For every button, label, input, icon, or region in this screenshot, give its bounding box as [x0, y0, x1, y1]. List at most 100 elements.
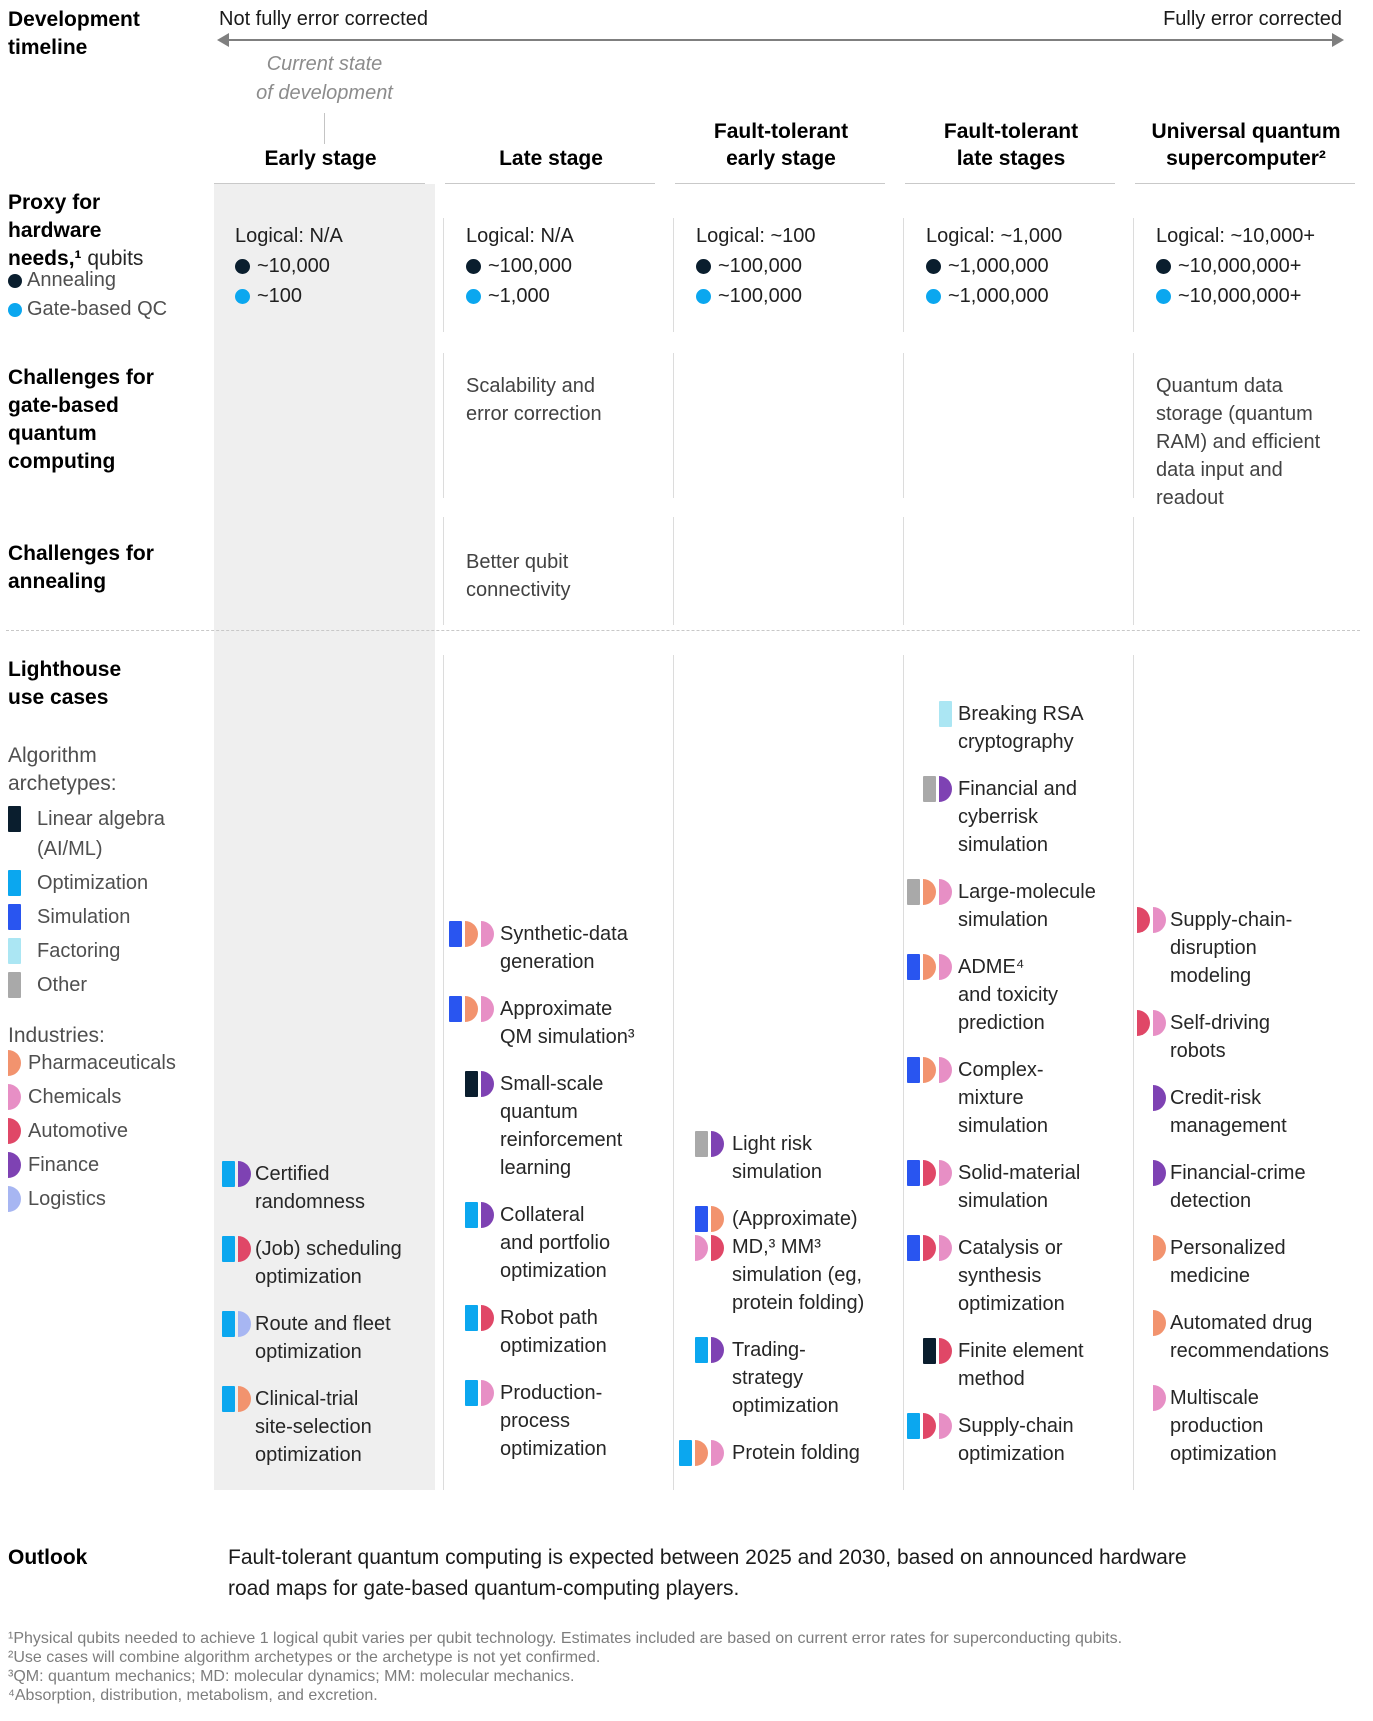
marker-row	[907, 1160, 952, 1186]
use-case-text: Multiscale production optimization	[1170, 1387, 1277, 1465]
gate-based-dot-icon	[8, 302, 22, 317]
row-label-outlook: Outlook	[8, 1546, 88, 1569]
use-case: Self-driving robots	[1135, 1009, 1365, 1065]
legend-label-linear_algebra: Linear algebra (AI/ML)	[37, 808, 165, 860]
use-case: (Approximate) MD,³ MM³ simulation (eg, p…	[675, 1205, 895, 1317]
use-case: Supply-chain optimization	[905, 1412, 1125, 1468]
chemicals-industry-icon	[695, 1235, 708, 1261]
use-case: Robot path optimization	[445, 1304, 665, 1360]
optimization-archetype-icon	[679, 1440, 692, 1466]
other-archetype-icon	[923, 776, 936, 802]
legend-item-other: Other	[8, 970, 208, 1000]
chemicals-industry-icon	[1153, 1010, 1166, 1036]
finance-industry-icon	[1153, 1085, 1166, 1111]
simulation-archetype-icon	[907, 1160, 920, 1186]
gate-qubits-value: ~1,000	[488, 284, 550, 307]
finance-industry-icon	[8, 1152, 21, 1178]
use-case-markers	[675, 1205, 724, 1317]
gate-qubits-value: ~100,000	[718, 284, 802, 307]
use-case: Catalysis or synthesis optimization	[905, 1234, 1125, 1318]
legend-item-logistics: Logistics	[8, 1184, 208, 1214]
automotive-industry-icon	[238, 1236, 251, 1262]
use-case: Clinical-trial site-selection optimizati…	[214, 1385, 435, 1469]
pharmaceuticals-industry-icon	[711, 1206, 724, 1232]
arrow-left-icon	[217, 33, 229, 47]
pharmaceuticals-industry-icon	[1153, 1235, 1166, 1261]
pharmaceuticals-industry-icon	[1153, 1310, 1166, 1336]
logical-qubits-value: Logical: ~100	[696, 225, 816, 247]
column-header-underline	[214, 183, 425, 184]
use-case-text: Personalized medicine	[1170, 1237, 1286, 1287]
marker-row	[465, 1305, 494, 1331]
legend-label-chemicals: Chemicals	[28, 1086, 122, 1108]
use-case-text: (Job) scheduling optimization	[255, 1238, 402, 1288]
current-state-label: Current state of development	[256, 53, 393, 104]
use-case: Light risk simulation	[675, 1130, 895, 1186]
column-header-ft_late: Fault-tolerant late stages	[943, 120, 1079, 170]
use-case-text: Catalysis or synthesis optimization	[958, 1237, 1065, 1315]
footnote-2: ²Use cases will combine algorithm archet…	[8, 1649, 601, 1666]
linear_algebra-archetype-icon	[8, 806, 21, 832]
use-case-markers	[905, 1159, 952, 1215]
legend-item-linear_algebra: Linear algebra (AI/ML)	[8, 804, 208, 864]
automotive-industry-icon	[939, 1338, 952, 1364]
annealing-qubits-dot-icon	[466, 258, 481, 274]
use-case: Synthetic-data generation	[445, 920, 665, 976]
other-archetype-icon	[695, 1131, 708, 1157]
marker-row	[449, 921, 494, 947]
marker-row	[679, 1440, 724, 1466]
optimization-archetype-icon	[465, 1380, 478, 1406]
simulation-archetype-icon	[907, 1057, 920, 1083]
marker-row	[695, 1337, 724, 1363]
marker-row	[1153, 1085, 1166, 1111]
use-case-markers	[445, 995, 494, 1051]
use-case-markers	[1135, 1084, 1166, 1140]
marker-row	[465, 1071, 494, 1097]
outlook-text: Fault-tolerant quantum computing is expe…	[228, 1546, 1187, 1600]
use-case-markers	[214, 1235, 251, 1291]
marker-row	[465, 1380, 494, 1406]
optimization-archetype-icon	[695, 1337, 708, 1363]
gate-qubits-dot-icon	[696, 288, 711, 304]
marker-row	[695, 1131, 724, 1157]
marker-row	[449, 996, 494, 1022]
use-case-text: Synthetic-data generation	[500, 923, 628, 973]
marker-row	[923, 776, 952, 802]
use-case-text: Supply-chain- disruption modeling	[1170, 909, 1293, 987]
legend-label-optimization: Optimization	[37, 872, 149, 894]
separator-line	[903, 655, 904, 1490]
use-case-markers	[445, 920, 494, 976]
marker-row	[923, 1338, 952, 1364]
use-case-markers	[445, 1070, 494, 1182]
marker-row	[222, 1161, 251, 1187]
legend-item-factoring: Factoring	[8, 936, 208, 966]
marker-row	[1153, 1385, 1166, 1411]
marker-row	[695, 1235, 724, 1261]
use-case-markers	[445, 1304, 494, 1360]
use-case-text: Breaking RSA cryptography	[958, 703, 1084, 753]
legend-item-pharmaceuticals: Pharmaceuticals	[8, 1048, 208, 1078]
use-case: Personalized medicine	[1135, 1234, 1365, 1290]
use-case-markers	[905, 1412, 952, 1468]
finance-industry-icon	[939, 776, 952, 802]
chemicals-industry-icon	[481, 921, 494, 947]
chemicals-industry-icon	[939, 954, 952, 980]
linear_algebra-archetype-icon	[465, 1071, 478, 1097]
proxy-label-qubits: qubits	[81, 247, 144, 270]
use-case: Financial and cyberrisk simulation	[905, 775, 1125, 859]
use-case: Finite element method	[905, 1337, 1125, 1393]
footnote-1: ¹Physical qubits needed to achieve 1 log…	[8, 1630, 1123, 1647]
automotive-industry-icon	[481, 1305, 494, 1331]
marker-row	[1153, 1310, 1166, 1336]
footnote-3: ³QM: quantum mechanics; MD: molecular dy…	[8, 1668, 575, 1685]
gate-qubits-row: ~100,000	[696, 281, 891, 311]
timeline-arrow	[217, 33, 1344, 47]
logistics-industry-icon	[8, 1186, 21, 1212]
separator-line	[903, 517, 904, 625]
chemicals-industry-icon	[481, 996, 494, 1022]
finance-industry-icon	[481, 1071, 494, 1097]
use-case-text: Trading- strategy optimization	[732, 1339, 839, 1417]
gate-qubits-dot-icon	[926, 288, 941, 304]
archetypes-legend: Linear algebra (AI/ML) Optimization Simula…	[8, 804, 208, 1004]
